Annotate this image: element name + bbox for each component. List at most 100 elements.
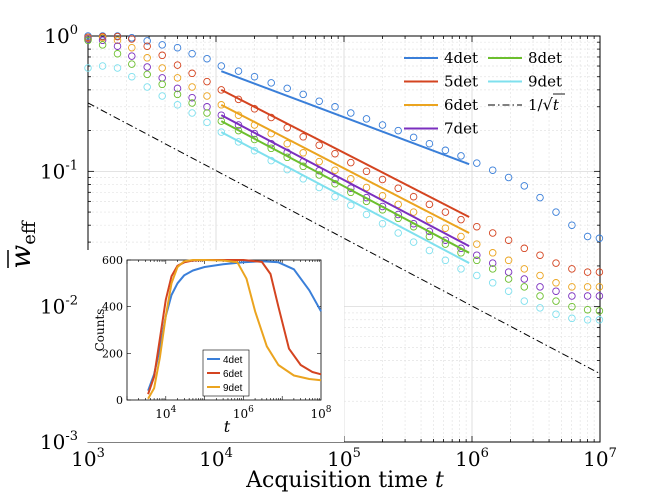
marker-6det: [473, 240, 481, 248]
marker-9det: [583, 316, 592, 324]
marker-9det: [425, 246, 434, 255]
marker-4det: [504, 173, 513, 182]
marker-6det: [536, 271, 544, 280]
legend-label: 6det: [444, 96, 478, 114]
marker-4det: [595, 234, 604, 243]
marker-6det: [315, 157, 323, 166]
marker-7det: [568, 292, 576, 300]
marker-4det: [203, 54, 211, 63]
marker-4det: [552, 208, 560, 216]
marker-9det: [347, 201, 355, 210]
marker-8det: [595, 307, 604, 315]
marker-6det: [504, 256, 513, 265]
inset-line-group: [147, 259, 322, 400]
y-tick-label: 100: [44, 23, 78, 48]
marker-8det: [188, 99, 196, 107]
marker-8det: [234, 126, 243, 135]
inset-legend-label: 6det: [223, 369, 243, 380]
inset-legend: 4det 6det 9det: [202, 349, 250, 397]
marker-9det: [520, 297, 529, 305]
marker-9det: [568, 314, 576, 323]
marker-6det: [113, 36, 122, 45]
marker-5det: [504, 236, 513, 244]
y-tick-label: 10-1: [40, 158, 78, 183]
reference-line-inverse-sqrt: [87, 102, 601, 375]
marker-5det: [409, 192, 418, 201]
marker-9det: [98, 62, 107, 70]
marker-7det: [217, 111, 226, 119]
marker-4det: [299, 90, 307, 99]
legend-item-8det: 8det: [488, 49, 562, 67]
marker-4det: [441, 146, 450, 155]
marker-9det: [362, 210, 371, 219]
inset-y-axis-label: Counts: [93, 309, 107, 352]
marker-9det: [394, 229, 402, 237]
marker-9det: [128, 72, 136, 81]
marker-5det: [188, 69, 196, 78]
marker-8det: [84, 36, 92, 45]
marker-8det: [158, 80, 166, 89]
marker-4det: [378, 121, 387, 129]
marker-4det: [536, 193, 544, 202]
main-legend: 4det 5det 6det 7det 8det 9det 1/√t: [404, 49, 565, 138]
legend-label: 4det: [444, 49, 478, 67]
legend-label: 9det: [528, 73, 562, 91]
marker-5det: [158, 51, 166, 60]
marker-5det: [331, 149, 339, 158]
marker-6det: [425, 215, 434, 224]
x-axis-label: Acquisition time t: [245, 468, 444, 493]
inset-chart: 0 200 400 600 104 106 108 Counts t 4det 6det 9d…: [82, 250, 344, 442]
marker-6det: [283, 139, 291, 148]
marker-5det: [488, 229, 497, 237]
marker-7det: [425, 227, 434, 236]
marker-6det: [457, 232, 465, 241]
legend-item-7det: 7det: [404, 120, 478, 138]
marker-7det: [143, 63, 151, 71]
marker-5det: [457, 215, 465, 224]
marker-6det: [203, 92, 211, 100]
marker-6det: [188, 83, 196, 91]
legend-label: 7det: [444, 120, 478, 138]
marker-9det: [158, 92, 166, 100]
marker-6det: [173, 74, 182, 82]
marker-4det: [143, 37, 151, 45]
marker-4det: [488, 166, 497, 174]
marker-7det: [536, 283, 544, 291]
marker-8det: [520, 283, 529, 291]
inset-y-tick-label: 200: [102, 347, 123, 360]
marker-6det: [568, 283, 576, 291]
marker-6det: [583, 283, 592, 291]
fit-line-7det: [220, 114, 470, 248]
fit-line-6det: [220, 103, 470, 234]
marker-7det: [113, 42, 122, 50]
marker-7det: [188, 93, 196, 102]
marker-5det: [378, 175, 387, 184]
marker-8det: [113, 49, 122, 58]
x-tick-label: 107: [583, 446, 617, 471]
marker-7det: [488, 259, 497, 267]
marker-5det: [595, 268, 604, 276]
fit-line-5det: [220, 88, 470, 218]
legend-item-6det: 6det: [404, 96, 478, 114]
marker-6det: [378, 192, 387, 200]
marker-8det: [488, 265, 497, 273]
inset-legend-item-4det: 4det: [207, 355, 243, 366]
marker-9det: [504, 287, 513, 295]
inset-y-tick-label: 400: [102, 301, 123, 314]
marker-4det: [158, 41, 166, 49]
marker-5det: [143, 42, 151, 50]
marker-4det: [234, 67, 243, 75]
marker-4det: [520, 182, 529, 190]
marker-8det: [98, 41, 107, 49]
marker-9det: [595, 316, 604, 324]
marker-6det: [128, 43, 136, 52]
marker-9det: [552, 310, 560, 318]
y-axis-label: weff: [4, 220, 40, 269]
inset-x-tick-label: 108: [310, 405, 331, 421]
inset-legend-item-6det: 6det: [207, 369, 243, 380]
legend-item-4det: 4det: [404, 49, 478, 67]
marker-7det: [394, 210, 402, 219]
x-tick-label: 105: [327, 446, 361, 471]
marker-6det: [299, 149, 307, 157]
